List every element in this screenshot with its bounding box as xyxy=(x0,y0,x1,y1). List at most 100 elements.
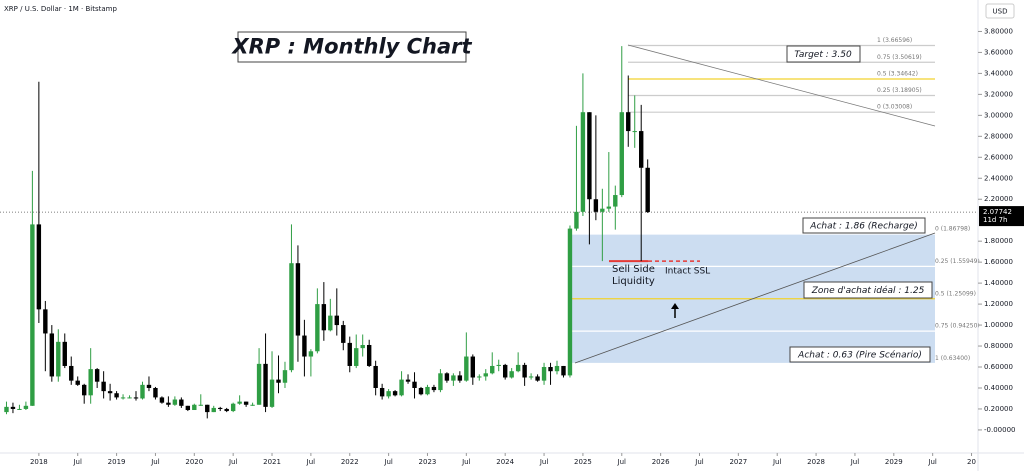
symbol-info: XRP / U.S. Dollar · 1M · Bitstamp xyxy=(4,5,117,13)
x-tick-label: 2028 xyxy=(807,458,825,466)
candle-body xyxy=(250,404,255,406)
candle-body xyxy=(263,363,268,407)
candle-body xyxy=(561,365,566,376)
candle-body xyxy=(515,364,521,372)
candle-body xyxy=(399,379,404,396)
arrow-head xyxy=(671,303,679,309)
candle-body xyxy=(587,112,592,200)
candle-body xyxy=(619,112,624,196)
x-tick-label: 2029 xyxy=(885,458,903,466)
candle-body xyxy=(626,112,631,132)
y-tick-label: 2.60000 xyxy=(984,153,1013,161)
last-price-label: 2.07742 xyxy=(983,208,1012,216)
candle-body xyxy=(17,408,22,410)
axis-layer: 3.80000 3.60000 3.40000 3.20000 3.00000 2.800… xyxy=(30,27,1024,466)
candle-body xyxy=(457,375,463,381)
candle-body xyxy=(405,379,411,382)
y-tick-label: 3.20000 xyxy=(984,90,1013,98)
candle-body xyxy=(179,399,184,406)
candle-body xyxy=(392,391,398,396)
candle-body xyxy=(308,351,314,357)
candle-body xyxy=(10,406,16,409)
candle-body xyxy=(243,401,249,405)
candle-body xyxy=(554,365,560,372)
candle-body xyxy=(56,341,61,377)
candle-body xyxy=(302,335,307,357)
annotation: Achat : 0.63 (Pire Scénario) xyxy=(797,350,922,361)
candle-body xyxy=(593,199,599,212)
candle-body xyxy=(153,387,158,398)
y-tick-label: 3.80000 xyxy=(984,27,1013,35)
candle-body xyxy=(328,315,333,331)
x-tick-label: 2021 xyxy=(263,458,281,466)
trend-line xyxy=(574,232,936,364)
candle-body xyxy=(140,384,145,399)
x-tick-label: Jul xyxy=(927,458,937,466)
candle-body xyxy=(483,373,488,377)
candle-body xyxy=(535,376,540,381)
candle-body xyxy=(606,206,612,209)
candle-body xyxy=(639,131,644,168)
x-tick-label: 20 xyxy=(967,458,976,466)
candle-body xyxy=(425,386,430,395)
annotation: Zone d'achat idéal : 1.25 xyxy=(811,285,925,296)
candle-body xyxy=(23,405,29,409)
candle-body xyxy=(146,384,152,388)
candle-body xyxy=(36,224,42,310)
fib-label: 0.5 (1.25099) xyxy=(935,290,976,297)
candle-body xyxy=(120,397,126,399)
y-tick-label: 0.20000 xyxy=(984,405,1013,413)
candle-body xyxy=(224,408,229,412)
candle-body xyxy=(172,399,178,405)
candle-body xyxy=(218,407,223,409)
y-tick-label: 1.80000 xyxy=(984,237,1013,245)
candle-body xyxy=(412,381,417,388)
candle-body xyxy=(470,356,476,378)
candle-body xyxy=(205,404,210,413)
candle-body xyxy=(166,402,171,405)
y-tick-label: -0.00000 xyxy=(984,426,1015,434)
candle-body xyxy=(600,208,605,212)
candle-body xyxy=(256,363,262,405)
candle-body xyxy=(198,404,203,406)
x-tick-label: Jul xyxy=(694,458,704,466)
candle-body xyxy=(567,228,573,376)
candle-body xyxy=(528,376,534,378)
y-tick-label: 1.60000 xyxy=(984,258,1013,266)
countdown: 11d 7h xyxy=(983,216,1007,224)
candle-body xyxy=(75,380,80,385)
candle-body xyxy=(133,397,139,399)
candle-layer xyxy=(4,46,650,419)
candle-body xyxy=(490,365,495,374)
annotation: Achat : 1.86 (Recharge) xyxy=(809,222,917,232)
ssl-label: Intact SSL xyxy=(665,267,710,277)
fib-label: 1 (3.66596) xyxy=(877,37,912,44)
candle-body xyxy=(269,379,275,407)
x-tick-label: 2018 xyxy=(30,458,48,466)
x-tick-label: 2026 xyxy=(652,458,670,466)
annotation: Target : 3.50 xyxy=(794,50,852,60)
candle-body xyxy=(548,367,553,372)
x-tick-label: Jul xyxy=(461,458,471,466)
candle-body xyxy=(522,364,527,378)
candle-body xyxy=(334,315,339,326)
fib-label: 0.25 (1.55949) xyxy=(935,258,980,265)
candle-body xyxy=(444,373,450,381)
candle-body xyxy=(159,397,165,403)
candle-body xyxy=(502,364,508,378)
candle-body xyxy=(49,333,55,377)
fib-label: 0 (3.03008) xyxy=(877,104,912,111)
x-tick-label: Jul xyxy=(772,458,782,466)
candle-body xyxy=(295,263,301,336)
candle-body xyxy=(4,406,9,413)
x-tick-label: Jul xyxy=(383,458,393,466)
candle-body xyxy=(88,369,93,396)
currency: USD xyxy=(993,8,1008,16)
candle-body xyxy=(347,342,352,366)
candle-body xyxy=(580,112,586,212)
x-tick-label: Jul xyxy=(539,458,549,466)
y-tick-label: 0.40000 xyxy=(984,384,1013,392)
candle-body xyxy=(43,309,48,334)
candle-body xyxy=(431,386,437,391)
